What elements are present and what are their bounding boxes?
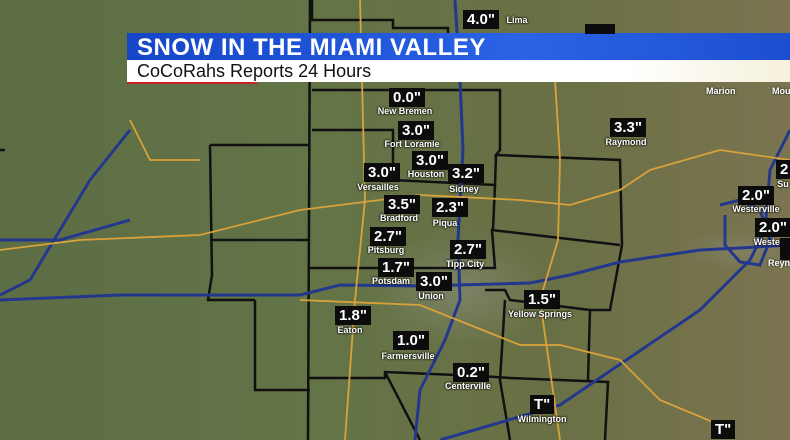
snow-total: 2.0" [755, 218, 790, 237]
title-banner: SNOW IN THE MIAMI VALLEY [127, 33, 790, 61]
city-label-marion: Marion [706, 86, 736, 96]
snow-total: 2.7" [370, 227, 406, 246]
place-name: Potsdam [371, 276, 411, 286]
place-name: Eaton [337, 325, 363, 335]
city-label-reyn: Reyn [768, 258, 790, 268]
banner-title: SNOW IN THE MIAMI VALLEY [137, 34, 486, 61]
report-westerville: 2.0" Westerville [732, 186, 780, 214]
place-name: New Bremen [377, 106, 433, 116]
place-name: Raymond [605, 137, 647, 147]
place-name: Westerville [732, 204, 780, 214]
place-name: Piqua [432, 218, 458, 228]
place-name: Bradford [380, 213, 418, 223]
snow-total: 2.3" [432, 198, 468, 217]
snow-total: 3.0" [412, 151, 448, 170]
place-name: Wilmington [517, 414, 567, 424]
place-name: Fort Loramie [384, 139, 440, 149]
place-name: Centerville [444, 381, 492, 391]
report-fort-loramie: 3.0" Fort Loramie [384, 121, 440, 149]
place-name: Union [418, 291, 444, 301]
place-name: Su [777, 179, 789, 189]
snow-total: 0.2" [453, 363, 489, 382]
subtitle-banner: CoCoRahs Reports 24 Hours [127, 60, 790, 82]
snow-total: 3.2" [448, 164, 484, 183]
snow-total: 1.7" [378, 258, 414, 277]
report-wilmington: T" Wilmington [518, 395, 566, 424]
snow-total: 1.8" [335, 306, 371, 325]
place-name: Westerv [753, 237, 789, 247]
hidden-report-box [780, 238, 790, 260]
report-versailles: 3.0" Versailles [357, 163, 400, 192]
snow-total: 2.7" [450, 240, 486, 259]
place-name: Sidney [449, 184, 479, 194]
report-bradford: 3.5" Bradford [380, 195, 420, 223]
snow-total: 4.0" [463, 10, 499, 29]
report-piqua: 2.3" Piqua [432, 198, 468, 228]
banner-subtitle: CoCoRahs Reports 24 Hours [137, 61, 372, 81]
snow-total: 3.3" [610, 118, 646, 137]
report-yellow-springs: 1.5" Yellow Springs [508, 290, 572, 319]
report-westerville-2: 2.0" Westerv [754, 218, 790, 247]
report-farmersville: 1.0" Farmersville [381, 331, 435, 361]
banner-accent-line [127, 82, 257, 84]
place-name: Versailles [357, 182, 399, 192]
snow-total: T" [530, 395, 555, 414]
report-sidney: 3.2" Sidney [448, 164, 484, 194]
snow-total: T" [711, 420, 736, 439]
place-name: Pitsburg [367, 245, 405, 255]
report-tipp-city: 2.7" Tipp City [446, 240, 486, 269]
place-name: Houston [407, 169, 445, 179]
report-sunbury: 2 Su [776, 160, 790, 189]
report-pitsburg: 2.7" Pitsburg [368, 227, 406, 255]
snow-total: 2 [776, 160, 790, 179]
snow-total: 3.0" [364, 163, 400, 182]
report-trace-southeast: T" [711, 420, 736, 439]
snow-total: 3.5" [384, 195, 420, 214]
hidden-report-box [585, 24, 615, 34]
place-name: Lima [506, 15, 528, 25]
report-new-bremen: 0.0" New Bremen [378, 88, 432, 116]
report-union: 3.0" Union [416, 272, 452, 301]
snow-total: 3.0" [398, 121, 434, 140]
snow-total: 0.0" [389, 88, 425, 107]
place-name: Yellow Springs [507, 309, 573, 319]
report-houston: 3.0" Houston [408, 151, 448, 179]
report-eaton: 1.8" Eaton [335, 306, 371, 335]
place-name: Tipp City [445, 259, 485, 269]
snow-total: 2.0" [738, 186, 774, 205]
snow-total: 3.0" [416, 272, 452, 291]
snow-total: 1.5" [524, 290, 560, 309]
report-lima: 4.0" Lima [463, 10, 528, 29]
snow-total: 1.0" [393, 331, 429, 350]
report-centerville: 0.2" Centerville [445, 363, 491, 391]
report-raymond: 3.3" Raymond [605, 118, 647, 147]
report-potsdam: 1.7" Potsdam [372, 258, 414, 286]
city-label-mount: Mou [772, 86, 790, 96]
place-name: Farmersville [381, 351, 435, 361]
